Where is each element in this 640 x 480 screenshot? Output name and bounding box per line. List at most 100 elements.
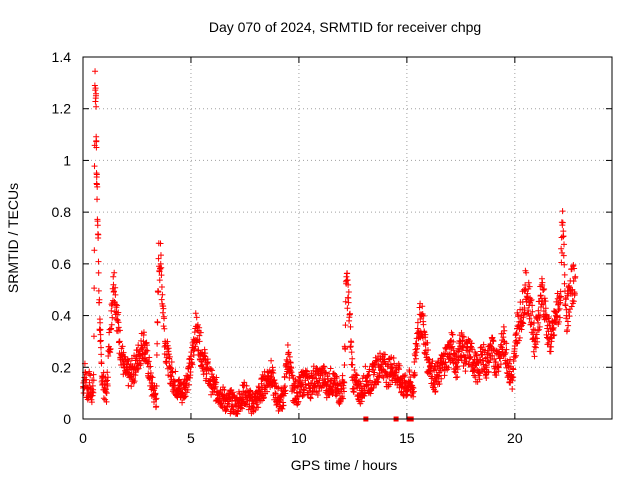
data-point [412, 372, 419, 379]
data-point [550, 332, 557, 339]
data-point [417, 316, 424, 323]
data-point [509, 385, 516, 392]
data-point [272, 390, 279, 397]
data-point [137, 360, 144, 367]
data-point [252, 407, 259, 414]
data-point [163, 360, 170, 367]
data-point [80, 389, 87, 396]
data-point [97, 338, 104, 345]
data-point [207, 366, 214, 373]
data-point [412, 352, 419, 359]
data-point [568, 303, 575, 310]
data-point [345, 288, 352, 295]
data-point [554, 313, 561, 320]
data-point [513, 352, 520, 359]
data-point [313, 365, 320, 372]
data-point [115, 309, 122, 316]
data-point [521, 287, 528, 294]
data-point [528, 321, 535, 328]
data-point [429, 373, 436, 380]
data-point [125, 382, 132, 389]
data-point [283, 356, 290, 363]
data-point [91, 285, 98, 292]
data-point [120, 349, 127, 356]
data-point [506, 368, 513, 375]
data-point [97, 344, 104, 351]
data-point [523, 298, 530, 305]
data-point [556, 314, 563, 321]
data-point [570, 278, 577, 285]
data-point [125, 357, 132, 364]
data-point [340, 395, 347, 402]
data-point [351, 366, 358, 373]
data-point [194, 321, 201, 328]
data-point [311, 383, 318, 390]
data-point [134, 347, 141, 354]
data-point [119, 343, 126, 350]
data-point [101, 387, 108, 394]
data-point [410, 388, 417, 395]
data-point [517, 323, 524, 330]
data-point [460, 334, 467, 341]
data-point [527, 297, 534, 304]
data-point [110, 288, 117, 295]
data-point [264, 388, 271, 395]
data-point [94, 196, 101, 203]
data-point [348, 349, 355, 356]
data-point [111, 269, 118, 276]
x-axis-label: GPS time / hours [291, 457, 398, 473]
data-point [115, 324, 122, 331]
data-point [314, 391, 321, 398]
data-point [558, 245, 565, 252]
data-point [148, 373, 155, 380]
data-point [270, 370, 277, 377]
data-point [155, 255, 162, 262]
data-point [275, 384, 282, 391]
data-point [541, 295, 548, 302]
data-point [161, 325, 168, 332]
data-point [527, 321, 534, 328]
data-point [199, 361, 206, 368]
data-point [370, 384, 377, 391]
data-point [196, 332, 203, 339]
x-tick-label: 0 [79, 430, 87, 446]
data-point [229, 403, 236, 410]
data-point [254, 401, 261, 408]
data-point [542, 305, 549, 312]
data-point [108, 321, 115, 328]
data-point [353, 372, 360, 379]
data-point [297, 380, 304, 387]
data-point [286, 353, 293, 360]
data-point [104, 369, 111, 376]
data-point [158, 283, 165, 290]
data-point [182, 393, 189, 400]
data-point [481, 366, 488, 373]
data-point [560, 252, 567, 259]
data-point [472, 374, 479, 381]
data-point [453, 374, 460, 381]
data-point [153, 352, 160, 359]
data-point [327, 365, 334, 372]
data-point [319, 382, 326, 389]
data-point [114, 316, 121, 323]
data-point [375, 379, 382, 386]
chart-title: Day 070 of 2024, SRMTID for receiver chp… [209, 19, 481, 35]
data-point [103, 398, 110, 405]
data-point [341, 388, 348, 395]
data-point [559, 208, 566, 215]
data-point [557, 293, 564, 300]
data-point [512, 354, 519, 361]
data-point [302, 381, 309, 388]
data-point [285, 349, 292, 356]
data-point [220, 384, 227, 391]
data-point [412, 355, 419, 362]
data-point [513, 330, 520, 337]
data-point [83, 376, 90, 383]
data-point [193, 314, 200, 321]
data-point [420, 321, 427, 328]
data-point [342, 322, 349, 329]
data-point [536, 326, 543, 333]
data-point [313, 378, 320, 385]
data-point [527, 312, 534, 319]
data-point [159, 291, 166, 298]
